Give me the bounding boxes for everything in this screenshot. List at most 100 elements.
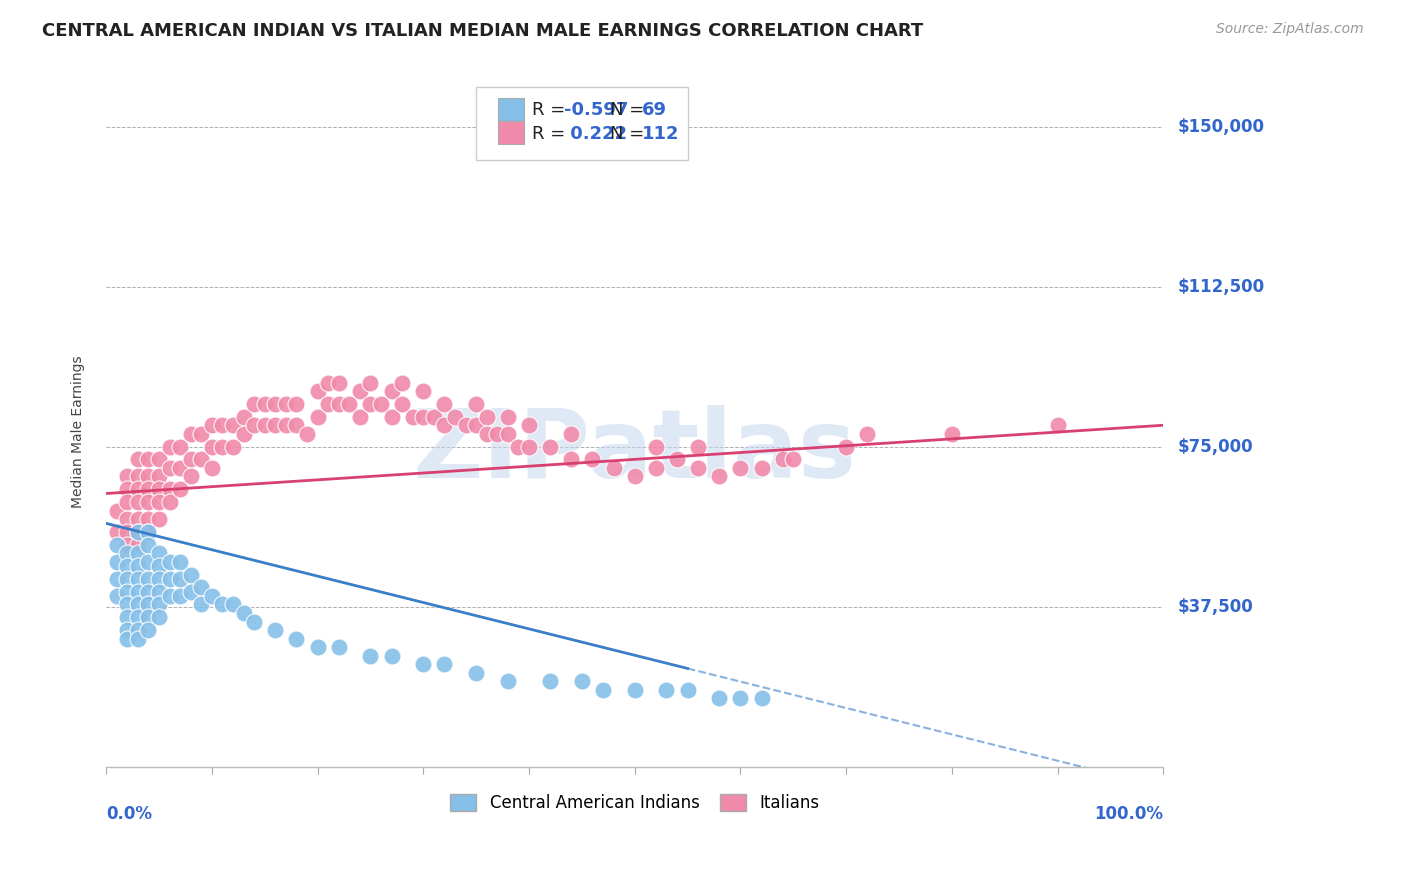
Point — [295, 426, 318, 441]
Point — [359, 376, 381, 390]
Point — [105, 572, 128, 586]
Point — [274, 397, 297, 411]
Point — [127, 559, 149, 574]
Point — [138, 495, 160, 509]
Point — [307, 384, 329, 398]
Text: $112,500: $112,500 — [1177, 277, 1264, 295]
Point — [709, 469, 731, 483]
Point — [232, 409, 254, 424]
Point — [127, 512, 149, 526]
Point — [159, 572, 181, 586]
Text: 0.222: 0.222 — [564, 125, 627, 143]
Point — [222, 598, 245, 612]
Point — [211, 440, 233, 454]
Point — [138, 610, 160, 624]
Point — [148, 610, 170, 624]
Point — [709, 691, 731, 706]
Point — [127, 584, 149, 599]
Point — [127, 469, 149, 483]
Point — [517, 440, 540, 454]
Point — [148, 572, 170, 586]
Point — [159, 495, 181, 509]
Point — [138, 524, 160, 539]
Point — [211, 418, 233, 433]
Point — [349, 384, 371, 398]
Point — [475, 409, 498, 424]
Point — [159, 440, 181, 454]
Point — [454, 418, 477, 433]
Point — [201, 589, 224, 603]
Point — [412, 384, 434, 398]
Point — [115, 584, 138, 599]
Point — [105, 524, 128, 539]
Point — [148, 469, 170, 483]
Point — [190, 598, 212, 612]
Point — [138, 572, 160, 586]
Point — [359, 397, 381, 411]
Point — [148, 584, 170, 599]
Point — [581, 452, 603, 467]
Point — [127, 524, 149, 539]
Point — [285, 397, 308, 411]
Point — [412, 657, 434, 672]
Point — [655, 682, 678, 697]
Point — [666, 452, 689, 467]
Y-axis label: Median Male Earnings: Median Male Earnings — [72, 355, 86, 508]
Text: -0.597: -0.597 — [564, 101, 628, 119]
Point — [105, 589, 128, 603]
Point — [115, 559, 138, 574]
Point — [127, 495, 149, 509]
Point — [138, 555, 160, 569]
Point — [138, 482, 160, 496]
Point — [517, 418, 540, 433]
Point — [433, 397, 456, 411]
Point — [623, 682, 645, 697]
Point — [391, 376, 413, 390]
Point — [127, 546, 149, 560]
Point — [169, 482, 191, 496]
Point — [127, 623, 149, 637]
Point — [349, 409, 371, 424]
Point — [676, 682, 699, 697]
Text: CENTRAL AMERICAN INDIAN VS ITALIAN MEDIAN MALE EARNINGS CORRELATION CHART: CENTRAL AMERICAN INDIAN VS ITALIAN MEDIA… — [42, 22, 924, 40]
FancyBboxPatch shape — [498, 121, 524, 145]
Point — [941, 426, 963, 441]
Point — [328, 397, 350, 411]
Point — [688, 461, 710, 475]
Point — [772, 452, 794, 467]
Text: Source: ZipAtlas.com: Source: ZipAtlas.com — [1216, 22, 1364, 37]
Legend: Central American Indians, Italians: Central American Indians, Italians — [443, 787, 827, 819]
Point — [433, 657, 456, 672]
Point — [645, 461, 668, 475]
Point — [475, 426, 498, 441]
Point — [730, 461, 752, 475]
Point — [856, 426, 879, 441]
Point — [380, 648, 402, 663]
Point — [169, 589, 191, 603]
Point — [285, 632, 308, 646]
FancyBboxPatch shape — [477, 87, 688, 161]
Point — [211, 598, 233, 612]
Point — [190, 426, 212, 441]
Point — [243, 615, 266, 629]
Point — [115, 512, 138, 526]
Point — [148, 482, 170, 496]
Point — [127, 538, 149, 552]
Point — [115, 469, 138, 483]
Point — [127, 572, 149, 586]
Point — [337, 397, 360, 411]
FancyBboxPatch shape — [498, 98, 524, 120]
Point — [201, 418, 224, 433]
Point — [508, 440, 530, 454]
Point — [127, 598, 149, 612]
Point — [243, 397, 266, 411]
Point — [307, 640, 329, 654]
Point — [148, 452, 170, 467]
Point — [359, 648, 381, 663]
Point — [496, 409, 519, 424]
Point — [307, 409, 329, 424]
Point — [391, 397, 413, 411]
Point — [645, 440, 668, 454]
Point — [115, 495, 138, 509]
Point — [688, 440, 710, 454]
